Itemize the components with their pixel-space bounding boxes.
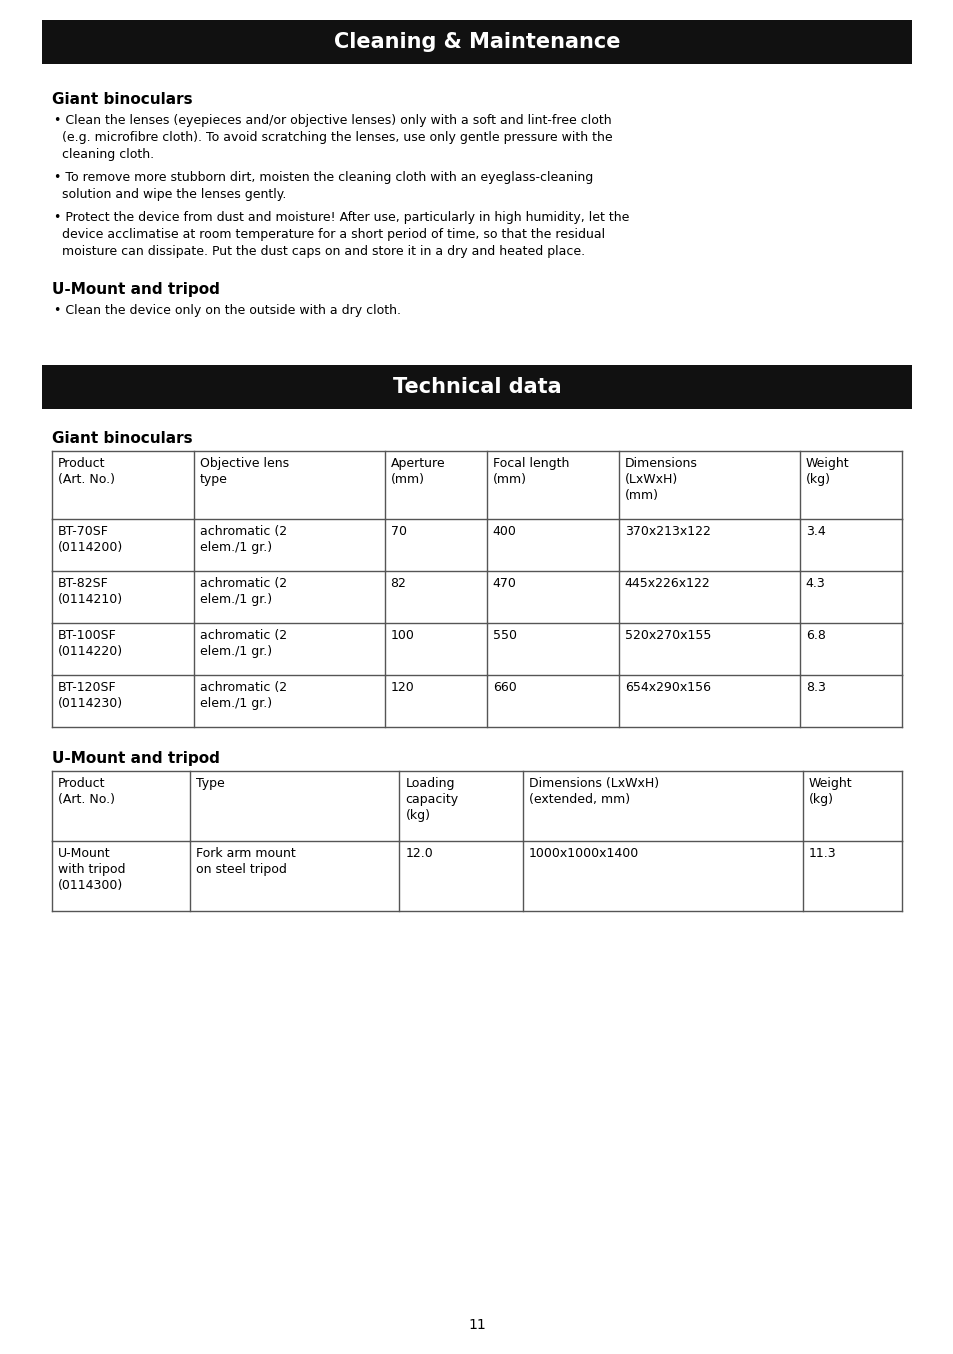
Text: 11.3: 11.3: [808, 848, 836, 860]
Text: 445x226x122: 445x226x122: [624, 577, 710, 590]
Text: device acclimatise at room temperature for a short period of time, so that the r: device acclimatise at room temperature f…: [54, 227, 604, 241]
Text: Weight
(kg): Weight (kg): [805, 458, 848, 486]
Text: 70: 70: [390, 525, 406, 538]
Text: Giant binoculars: Giant binoculars: [52, 431, 193, 445]
Text: Type: Type: [196, 777, 225, 789]
Text: 8.3: 8.3: [805, 681, 825, 695]
Text: • Protect the device from dust and moisture! After use, particularly in high hum: • Protect the device from dust and moist…: [54, 211, 629, 223]
Text: 6.8: 6.8: [805, 630, 825, 642]
Text: Objective lens
type: Objective lens type: [200, 458, 289, 486]
Text: U-Mount
with tripod
(0114300): U-Mount with tripod (0114300): [58, 848, 126, 892]
Text: 11: 11: [468, 1317, 485, 1332]
Text: Product
(Art. No.): Product (Art. No.): [58, 458, 115, 486]
Text: 4.3: 4.3: [805, 577, 824, 590]
Text: BT-70SF
(0114200): BT-70SF (0114200): [58, 525, 123, 554]
Text: BT-82SF
(0114210): BT-82SF (0114210): [58, 577, 123, 607]
Text: U-Mount and tripod: U-Mount and tripod: [52, 751, 219, 766]
Bar: [42, 20, 911, 64]
Text: Dimensions (LxWxH)
(extended, mm): Dimensions (LxWxH) (extended, mm): [529, 777, 659, 806]
Text: Product
(Art. No.): Product (Art. No.): [58, 777, 115, 806]
Text: moisture can dissipate. Put the dust caps on and store it in a dry and heated pl: moisture can dissipate. Put the dust cap…: [54, 245, 584, 259]
Text: • Clean the lenses (eyepieces and/or objective lenses) only with a soft and lint: • Clean the lenses (eyepieces and/or obj…: [54, 114, 611, 127]
Text: 82: 82: [390, 577, 406, 590]
Text: 654x290x156: 654x290x156: [624, 681, 710, 695]
Text: Focal length
(mm): Focal length (mm): [493, 458, 569, 486]
Text: 550: 550: [493, 630, 517, 642]
Text: • Clean the device only on the outside with a dry cloth.: • Clean the device only on the outside w…: [54, 305, 400, 317]
Text: 400: 400: [493, 525, 517, 538]
Text: Fork arm mount
on steel tripod: Fork arm mount on steel tripod: [196, 848, 295, 876]
Text: Technical data: Technical data: [393, 376, 560, 397]
Text: 12.0: 12.0: [405, 848, 433, 860]
Text: Loading
capacity
(kg): Loading capacity (kg): [405, 777, 458, 822]
Text: 660: 660: [493, 681, 516, 695]
Text: 120: 120: [390, 681, 414, 695]
Text: solution and wipe the lenses gently.: solution and wipe the lenses gently.: [54, 188, 286, 200]
Text: BT-100SF
(0114220): BT-100SF (0114220): [58, 630, 123, 658]
Text: 3.4: 3.4: [805, 525, 824, 538]
Text: Giant binoculars: Giant binoculars: [52, 92, 193, 107]
Text: Dimensions
(LxWxH)
(mm): Dimensions (LxWxH) (mm): [624, 458, 697, 502]
Text: achromatic (2
elem./1 gr.): achromatic (2 elem./1 gr.): [200, 630, 287, 658]
Bar: [42, 366, 911, 409]
Text: achromatic (2
elem./1 gr.): achromatic (2 elem./1 gr.): [200, 681, 287, 709]
Text: 370x213x122: 370x213x122: [624, 525, 710, 538]
Text: Aperture
(mm): Aperture (mm): [390, 458, 445, 486]
Text: U-Mount and tripod: U-Mount and tripod: [52, 282, 219, 297]
Text: Cleaning & Maintenance: Cleaning & Maintenance: [334, 32, 619, 51]
Text: achromatic (2
elem./1 gr.): achromatic (2 elem./1 gr.): [200, 525, 287, 554]
Text: achromatic (2
elem./1 gr.): achromatic (2 elem./1 gr.): [200, 577, 287, 607]
Text: • To remove more stubborn dirt, moisten the cleaning cloth with an eyeglass-clea: • To remove more stubborn dirt, moisten …: [54, 171, 593, 184]
Text: BT-120SF
(0114230): BT-120SF (0114230): [58, 681, 123, 709]
Text: 470: 470: [493, 577, 517, 590]
Text: cleaning cloth.: cleaning cloth.: [54, 148, 154, 161]
Text: 100: 100: [390, 630, 414, 642]
Text: 520x270x155: 520x270x155: [624, 630, 710, 642]
Text: 1000x1000x1400: 1000x1000x1400: [529, 848, 639, 860]
Text: Weight
(kg): Weight (kg): [808, 777, 851, 806]
Text: (e.g. microfibre cloth). To avoid scratching the lenses, use only gentle pressur: (e.g. microfibre cloth). To avoid scratc…: [54, 131, 612, 144]
